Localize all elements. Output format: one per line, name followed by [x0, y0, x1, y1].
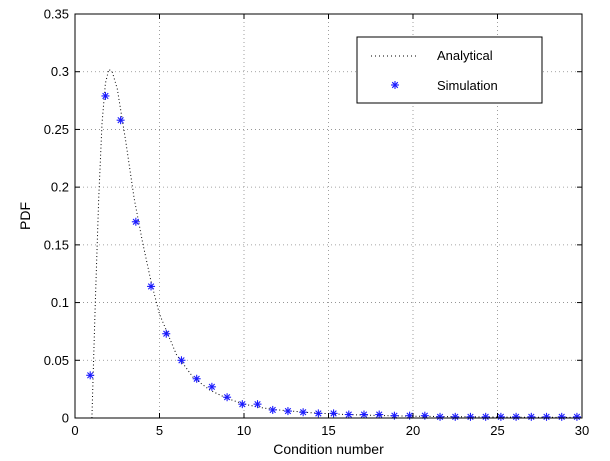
legend-simulation-label: Simulation: [437, 78, 498, 93]
asterisk-stroke: [208, 383, 216, 391]
x-tick-label: 25: [490, 423, 504, 438]
asterisk-stroke: [360, 411, 368, 418]
simulation-point: [101, 91, 110, 100]
simulation-point: [283, 407, 292, 416]
series-analytical: [91, 68, 583, 419]
asterisk-stroke: [482, 413, 489, 421]
simulation-point: [223, 393, 232, 402]
simulation-point: [375, 410, 384, 419]
y-tick-label: 0.15: [44, 237, 69, 252]
simulation-point: [481, 412, 490, 421]
asterisk-stroke: [512, 413, 520, 421]
asterisk-stroke: [573, 413, 581, 421]
simulation-point: [542, 412, 551, 421]
simulation-point: [496, 412, 505, 421]
asterisk-stroke: [254, 400, 261, 408]
asterisk-stroke: [87, 372, 94, 379]
x-tick-label: 10: [237, 423, 251, 438]
legend-simulation-asterisk-icon: [391, 81, 399, 89]
asterisk-stroke: [299, 409, 307, 416]
y-tick-label: 0.25: [44, 122, 69, 137]
simulation-point: [253, 400, 262, 409]
y-tick-label: 0.1: [51, 295, 69, 310]
simulation-point: [299, 408, 308, 417]
x-tick-label: 5: [156, 423, 163, 438]
simulation-point: [207, 382, 216, 391]
legend-analytical-label: Analytical: [437, 48, 493, 63]
asterisk-stroke: [132, 218, 140, 225]
series-simulation: [86, 91, 581, 421]
simulation-point: [131, 217, 140, 226]
simulation-point: [268, 405, 277, 414]
legend-box: [356, 36, 543, 104]
simulation-point: [86, 371, 95, 380]
simulation-point: [557, 412, 566, 421]
simulation-point: [329, 409, 338, 418]
asterisk-stroke: [269, 406, 276, 414]
asterisk-stroke: [452, 413, 459, 421]
x-tick-label: 20: [406, 423, 420, 438]
simulation-point: [162, 329, 171, 338]
asterisk-stroke: [163, 330, 170, 337]
y-tick-label: 0.3: [51, 64, 69, 79]
asterisk-stroke: [543, 413, 550, 421]
axis-ticks: 0 5 10 15 20 25 30 0 0.05 0.1 0.15 0.2 0.25 0.3 0.35: [44, 7, 590, 439]
simulation-point: [436, 412, 445, 421]
simulation-point: [344, 410, 353, 419]
asterisk-stroke: [558, 413, 565, 421]
simulation-point: [512, 412, 521, 421]
simulation-point: [238, 400, 247, 409]
asterisk-stroke: [391, 81, 399, 89]
asterisk-stroke: [345, 411, 352, 418]
asterisk-stroke: [376, 411, 383, 418]
asterisk-stroke: [528, 413, 535, 421]
x-tick-label: 0: [71, 423, 78, 438]
asterisk-stroke: [497, 413, 505, 421]
grid: [75, 14, 582, 418]
legend-asterisk: [391, 81, 399, 89]
y-tick-label: 0: [62, 411, 69, 426]
asterisk-stroke: [223, 394, 231, 401]
asterisk-stroke: [147, 283, 155, 290]
y-tick-label: 0.35: [44, 7, 69, 22]
x-tick-label: 30: [575, 423, 589, 438]
legend: Analytical Simulation: [356, 36, 543, 104]
asterisk-stroke: [193, 375, 200, 382]
x-axis-label: Condition number: [273, 441, 384, 457]
simulation-point: [177, 356, 186, 365]
asterisk-stroke: [102, 92, 109, 100]
asterisk-stroke: [467, 413, 474, 421]
simulation-point: [192, 374, 201, 383]
simulation-point: [451, 412, 460, 421]
asterisk-stroke: [239, 400, 246, 408]
analytical-curve: [91, 68, 583, 419]
simulation-point: [466, 412, 475, 421]
simulation-point: [527, 412, 536, 421]
simulation-point: [572, 412, 581, 421]
x-tick-label: 15: [321, 423, 335, 438]
y-tick-label: 0.05: [44, 353, 69, 368]
y-tick-label: 0.2: [51, 180, 69, 195]
simulation-point: [147, 282, 156, 291]
y-axis-label: PDF: [17, 202, 33, 230]
asterisk-stroke: [436, 413, 444, 421]
asterisk-stroke: [284, 407, 292, 415]
simulation-point: [359, 410, 368, 419]
simulation-point: [314, 409, 323, 418]
simulation-point: [116, 116, 125, 125]
asterisk-stroke: [315, 410, 322, 417]
asterisk-stroke: [178, 357, 185, 364]
asterisk-stroke: [330, 410, 337, 417]
asterisk-stroke: [117, 117, 124, 124]
